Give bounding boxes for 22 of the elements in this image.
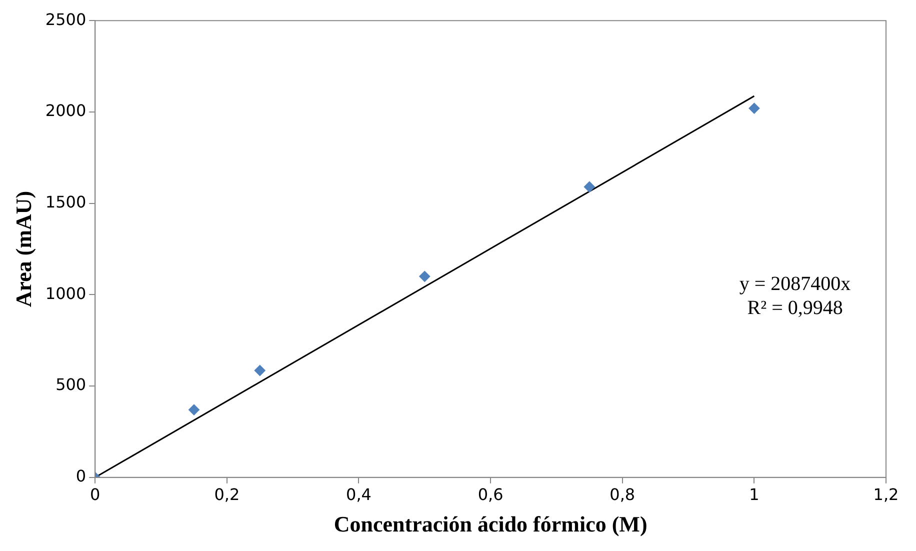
y-tick-label: 0	[76, 466, 86, 486]
x-tick-label: 1	[749, 485, 760, 504]
x-tick-label: 0,8	[610, 485, 636, 504]
y-tick-label: 500	[56, 375, 86, 394]
annotation: y = 2087400x	[739, 273, 851, 296]
annotation: R² = 0,9948	[747, 297, 843, 320]
point	[254, 365, 266, 376]
point	[188, 404, 200, 416]
x-tick-label: 0	[90, 485, 100, 504]
x-axis-title: Concentración ácido fórmico (M)	[334, 511, 648, 536]
y-tick-label: 2000	[45, 101, 86, 120]
point	[584, 181, 595, 192]
x-tick-label: 1,2	[873, 485, 899, 504]
point	[748, 102, 760, 114]
y-tick-label: 1500	[45, 192, 86, 212]
y-axis-title: Area (mAU)	[10, 190, 36, 308]
y-tick-label: 1000	[45, 284, 86, 303]
point	[419, 270, 430, 282]
y-tick-label: 2500	[45, 10, 86, 29]
x-tick-label: 0,6	[478, 485, 504, 504]
x-tick-label: 0,2	[214, 485, 240, 504]
x-tick-label: 0,4	[346, 485, 372, 504]
